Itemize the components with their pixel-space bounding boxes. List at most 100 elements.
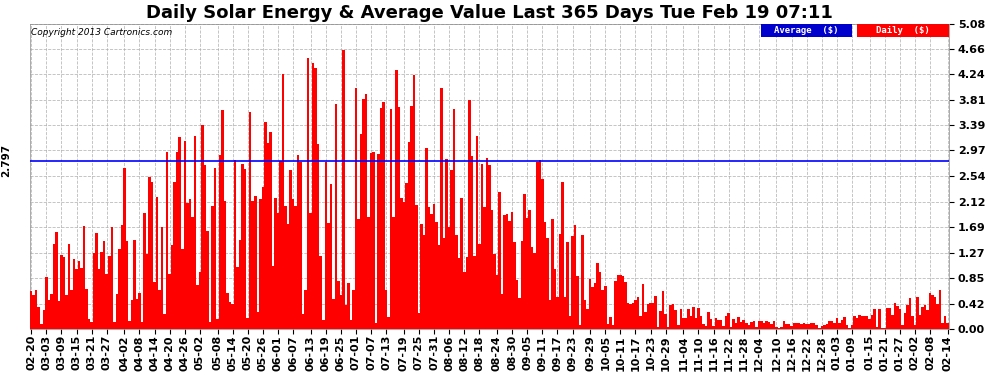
Bar [697,308,700,329]
Bar [463,272,465,329]
Bar [929,293,932,329]
Bar [320,256,322,329]
Bar [201,125,204,329]
Bar [551,219,553,329]
Bar [542,179,544,329]
Bar [780,327,783,329]
Bar [939,290,941,329]
Bar [284,206,287,329]
Bar [730,327,733,329]
Bar [674,310,677,329]
Bar [576,276,579,329]
Bar [364,93,367,329]
Bar [30,291,33,329]
Bar [733,319,735,329]
Bar [307,58,310,329]
Bar [70,290,72,329]
Bar [403,202,405,329]
Bar [498,192,501,329]
Bar [873,309,876,329]
Bar [602,290,604,329]
Bar [808,324,811,329]
Title: Daily Solar Energy & Average Value Last 365 Days Tue Feb 19 07:11: Daily Solar Energy & Average Value Last … [146,4,833,22]
Bar [35,290,38,329]
Bar [848,327,850,329]
Bar [155,198,158,329]
Bar [123,168,126,329]
Bar [747,325,750,329]
Bar [718,320,720,329]
Bar [723,326,725,329]
Bar [788,324,790,329]
Bar [40,324,43,329]
Bar [793,323,795,329]
Bar [861,315,863,329]
Bar [712,326,715,329]
Bar [850,325,853,329]
Bar [216,319,219,329]
Bar [514,242,516,329]
Bar [349,320,352,329]
Bar [136,299,139,329]
Bar [924,305,927,329]
Bar [377,153,380,329]
Bar [294,206,297,329]
Bar [932,295,934,329]
Bar [458,258,460,329]
Bar [752,321,755,329]
Bar [312,63,315,329]
Bar [934,297,937,329]
Bar [943,315,946,329]
Bar [380,108,382,329]
Bar [516,280,519,329]
Bar [52,244,55,329]
Bar [556,297,558,329]
Bar [128,321,131,329]
Bar [534,253,536,329]
Bar [410,106,413,329]
Bar [310,213,312,329]
Bar [868,319,871,329]
Bar [103,241,106,329]
Bar [544,222,546,329]
Bar [937,304,939,329]
Bar [367,217,370,329]
Bar [60,255,62,329]
Bar [589,279,591,329]
Bar [914,325,916,329]
Bar [470,156,473,329]
Bar [468,100,470,329]
Bar [390,108,392,329]
Bar [654,296,657,329]
Bar [488,165,491,329]
Bar [274,198,276,329]
Bar [242,164,244,329]
Bar [566,242,568,329]
Bar [871,315,873,329]
Bar [546,238,548,329]
Bar [946,322,949,329]
Bar [876,327,878,329]
Bar [431,214,433,329]
Bar [428,207,431,329]
Bar [452,109,455,329]
Bar [558,234,561,329]
Bar [385,291,387,329]
Bar [767,322,770,329]
Bar [657,327,659,329]
Bar [521,242,524,329]
Bar [45,277,48,329]
Bar [408,142,410,329]
Bar [692,308,695,329]
Bar [630,304,632,329]
Bar [194,136,196,329]
Bar [214,168,216,329]
Bar [387,316,390,329]
Bar [98,269,100,329]
Bar [624,282,627,329]
Bar [635,300,637,329]
Bar [131,300,134,329]
Bar [609,316,612,329]
Bar [700,316,702,329]
Bar [443,238,446,329]
